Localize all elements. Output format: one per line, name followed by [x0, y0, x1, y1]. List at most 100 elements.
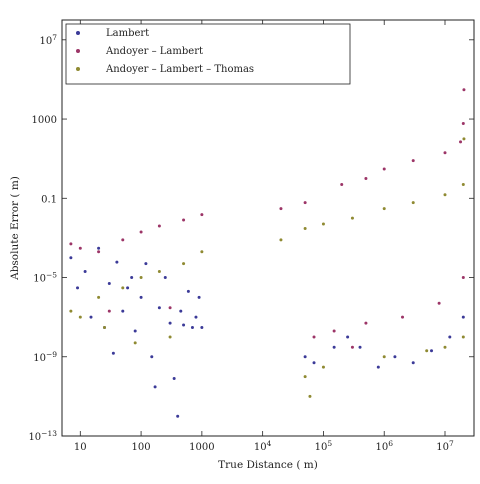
- ticks-layer: 10 100 1000 104 105 106 107 10−13 10−9 10−5 0.1 100…: [28, 20, 474, 453]
- point-series-1-11: [303, 201, 307, 205]
- point-series-2-2: [97, 295, 101, 299]
- point-series-0-15: [150, 355, 154, 359]
- point-series-0-35: [393, 355, 397, 359]
- point-series-1-13: [364, 176, 368, 180]
- x-tick-label-4: 105: [315, 439, 333, 453]
- point-series-0-18: [163, 276, 167, 280]
- point-series-1-24: [461, 276, 465, 280]
- point-series-2-23: [425, 349, 429, 353]
- point-series-0-28: [200, 326, 204, 329]
- point-series-1-9: [168, 306, 172, 310]
- legend-marker-1: [76, 49, 80, 53]
- y-tick-label-0: 10−13: [28, 429, 57, 443]
- point-series-1-5: [157, 224, 161, 228]
- point-series-2-21: [321, 365, 325, 369]
- point-series-2-1: [78, 315, 82, 319]
- point-series-2-3: [121, 286, 125, 290]
- x-tick-label-5: 106: [375, 439, 393, 453]
- point-series-1-14: [382, 167, 386, 171]
- legend-label-0: Lambert: [106, 28, 149, 39]
- point-series-0-11: [130, 276, 134, 280]
- point-series-2-12: [303, 226, 307, 230]
- point-series-2-26: [308, 394, 312, 398]
- points-layer: [69, 88, 466, 418]
- point-series-0-10: [126, 286, 130, 290]
- point-series-2-11: [279, 238, 283, 242]
- point-series-2-15: [382, 207, 386, 211]
- plot-frame: [61, 19, 475, 437]
- y-tick-label-3: 0.1: [41, 194, 57, 205]
- point-series-1-8: [107, 309, 111, 313]
- point-series-0-19: [168, 321, 172, 325]
- point-series-2-0: [69, 309, 73, 313]
- point-series-2-6: [182, 262, 186, 266]
- point-series-2-16: [411, 201, 415, 205]
- x-axis-label: True Distance ( m): [218, 459, 318, 471]
- point-series-2-22: [382, 355, 386, 359]
- point-series-0-14: [144, 262, 148, 266]
- point-series-0-39: [461, 315, 465, 319]
- point-series-1-21: [364, 321, 368, 325]
- point-series-1-2: [97, 250, 101, 254]
- point-series-1-18: [461, 121, 465, 125]
- point-series-0-34: [376, 365, 380, 369]
- point-series-0-26: [194, 315, 198, 319]
- point-series-1-26: [350, 345, 354, 349]
- x-tick-label-2: 1000: [189, 442, 214, 453]
- point-series-1-22: [401, 315, 405, 319]
- point-series-0-22: [179, 309, 183, 313]
- x-tick-label-1: 100: [132, 442, 151, 453]
- point-series-1-20: [332, 329, 336, 333]
- x-tick-label-0: 10: [74, 442, 87, 453]
- point-series-0-36: [411, 361, 415, 365]
- point-series-1-12: [340, 182, 344, 186]
- x-tick-label-6: 107: [436, 439, 454, 453]
- legend-label-2: Andoyer – Lambert – Thomas: [105, 64, 254, 75]
- point-series-0-20: [172, 376, 176, 380]
- y-tick-label-5: 107: [39, 33, 57, 47]
- y-tick-label-1: 10−9: [33, 350, 57, 364]
- point-series-0-12: [133, 329, 137, 333]
- point-series-0-9: [121, 309, 125, 313]
- point-series-0-31: [332, 345, 336, 349]
- point-series-1-16: [443, 151, 447, 155]
- point-series-1-19: [462, 88, 466, 92]
- point-series-1-7: [200, 213, 204, 217]
- point-series-0-24: [186, 289, 190, 293]
- x-tick-label-3: 104: [254, 439, 272, 453]
- y-tick-label-2: 10−5: [33, 271, 57, 285]
- point-series-0-30: [312, 361, 316, 365]
- point-series-1-10: [279, 207, 283, 211]
- point-series-1-4: [139, 230, 143, 234]
- point-series-1-3: [121, 238, 125, 242]
- point-series-2-20: [303, 375, 307, 379]
- point-series-0-0: [69, 256, 73, 260]
- point-series-2-10: [168, 335, 172, 339]
- point-series-0-32: [346, 335, 350, 339]
- point-series-0-33: [358, 345, 362, 349]
- point-series-0-7: [111, 351, 115, 355]
- point-series-1-0: [69, 242, 73, 246]
- legend-label-1: Andoyer – Lambert: [105, 46, 203, 57]
- point-series-0-6: [107, 281, 111, 285]
- point-series-1-17: [459, 140, 463, 144]
- point-series-0-3: [89, 315, 93, 319]
- point-series-2-7: [200, 250, 204, 254]
- point-series-2-17: [443, 193, 447, 197]
- point-series-1-23: [437, 301, 441, 305]
- point-series-0-25: [190, 326, 194, 329]
- legend-marker-2: [76, 67, 80, 71]
- point-series-2-14: [350, 216, 354, 220]
- point-series-2-5: [157, 270, 161, 274]
- point-series-2-24: [443, 345, 447, 349]
- point-series-0-23: [182, 323, 186, 327]
- point-series-0-4: [97, 246, 101, 250]
- point-series-0-21: [176, 414, 180, 418]
- legend-marker-0: [76, 31, 80, 35]
- point-series-1-1: [78, 246, 82, 250]
- point-series-2-19: [462, 137, 466, 141]
- point-series-2-18: [461, 182, 465, 186]
- point-series-0-8: [115, 260, 119, 264]
